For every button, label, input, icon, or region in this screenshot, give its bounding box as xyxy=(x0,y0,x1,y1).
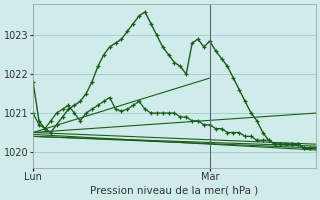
X-axis label: Pression niveau de la mer( hPa ): Pression niveau de la mer( hPa ) xyxy=(90,186,259,196)
